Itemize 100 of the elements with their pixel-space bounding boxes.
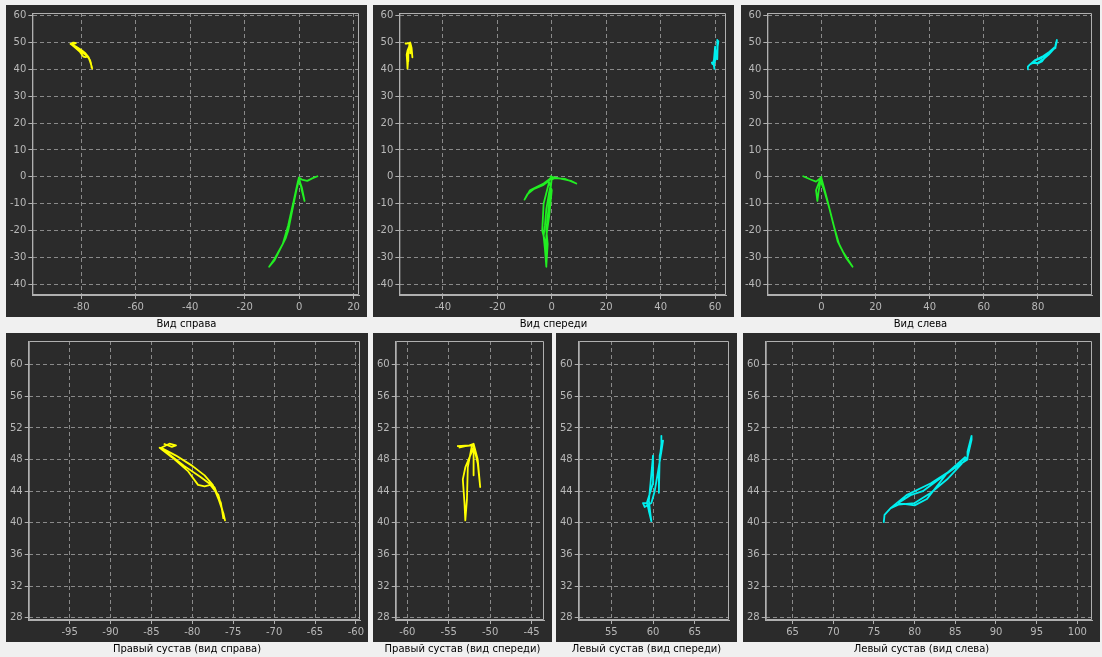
- y-tick-label: 32: [746, 579, 760, 591]
- x-tick-label: 65: [688, 625, 702, 637]
- y-tick-label: 40: [376, 516, 390, 528]
- y-tick-label: -20: [376, 224, 394, 236]
- x-tick-label: -20: [236, 300, 253, 312]
- x-tick-label: 65: [786, 625, 799, 637]
- x-tick-label: -80: [73, 300, 90, 312]
- x-tick-label: -20: [489, 300, 506, 312]
- y-tick-label: -20: [744, 224, 762, 236]
- y-tick-label: -10: [744, 197, 762, 209]
- y-tick-label: 48: [559, 453, 573, 465]
- x-tick-label: 80: [908, 625, 921, 637]
- x-tick-label: -60: [399, 625, 416, 637]
- x-tick-label: -95: [61, 625, 78, 637]
- y-tick-label: 36: [559, 547, 573, 559]
- x-tick-label: 80: [1031, 300, 1045, 312]
- x-tick-label: 0: [818, 300, 825, 312]
- y-tick-label: 44: [9, 484, 23, 496]
- y-tick-label: -30: [376, 250, 394, 262]
- x-tick-label: 20: [869, 300, 882, 312]
- y-tick-label: 40: [9, 516, 23, 528]
- y-tick-label: 52: [376, 421, 390, 433]
- y-tick-label: 40: [746, 516, 760, 528]
- x-tick-label: 0: [295, 300, 303, 312]
- x-tick-label: -70: [265, 625, 283, 637]
- x-tick-label: -45: [523, 625, 540, 637]
- y-tick-label: 32: [559, 579, 573, 591]
- x-tick-label: -85: [143, 625, 160, 637]
- x-tick-label: -75: [225, 625, 242, 637]
- x-axis-title: Левый сустав (вид слева): [852, 643, 991, 654]
- x-tick-label: 20: [599, 300, 613, 312]
- y-tick-label: -20: [9, 224, 27, 236]
- y-tick-label: 36: [746, 547, 760, 559]
- y-tick-label: 28: [376, 611, 390, 623]
- y-tick-label: -40: [376, 277, 394, 289]
- x-tick-label: 40: [923, 300, 937, 312]
- y-tick-label: 40: [380, 62, 394, 74]
- x-axis-title: Левый сустав (вид спереди): [570, 643, 723, 654]
- y-tick-label: 60: [376, 358, 390, 370]
- x-tick-label: 60: [646, 625, 660, 637]
- x-tick-label: 85: [948, 625, 962, 637]
- x-tick-label: -90: [102, 625, 119, 637]
- y-tick-label: 52: [746, 421, 760, 433]
- x-tick-label: 75: [867, 625, 881, 637]
- x-tick-label: 90: [989, 625, 1003, 637]
- y-tick-label: 44: [376, 484, 390, 496]
- y-tick-label: 60: [559, 358, 573, 370]
- x-axis-title: Правый сустав (вид справа): [111, 643, 263, 654]
- y-tick-label: 52: [559, 421, 573, 433]
- y-tick-label: 48: [746, 453, 760, 465]
- y-tick-label: 60: [380, 9, 394, 21]
- y-tick-label: 20: [380, 116, 394, 128]
- x-tick-label: -65: [306, 625, 324, 637]
- y-tick-label: 56: [9, 389, 23, 401]
- y-tick-label: 20: [748, 116, 762, 128]
- y-tick-label: -10: [376, 197, 394, 209]
- y-tick-label: 60: [748, 9, 762, 21]
- y-tick-label: 32: [9, 579, 23, 591]
- y-tick-label: 36: [376, 547, 390, 559]
- y-tick-label: 28: [9, 611, 23, 623]
- y-tick-label: 60: [13, 9, 27, 21]
- x-axis-title: Правый сустав (вид спереди): [383, 643, 542, 654]
- y-tick-label: -40: [9, 277, 27, 289]
- x-axis-title: Вид слева: [892, 318, 949, 329]
- x-tick-label: -40: [182, 300, 199, 312]
- y-tick-label: 0: [19, 170, 27, 182]
- y-tick-label: 28: [746, 611, 760, 623]
- y-tick-label: -10: [9, 197, 27, 209]
- y-tick-label: 0: [754, 170, 762, 182]
- y-tick-label: 40: [748, 62, 762, 74]
- y-tick-label: 52: [9, 421, 23, 433]
- y-tick-label: 10: [380, 143, 394, 155]
- x-tick-label: 100: [1067, 625, 1087, 637]
- x-tick-label: -80: [184, 625, 201, 637]
- y-tick-label: 28: [559, 611, 573, 623]
- y-tick-label: 10: [13, 143, 27, 155]
- x-tick-label: 60: [708, 300, 722, 312]
- x-tick-label: -40: [434, 300, 452, 312]
- x-tick-label: 70: [826, 625, 840, 637]
- x-tick-label: -60: [127, 300, 144, 312]
- x-tick-label: 55: [604, 625, 618, 637]
- y-tick-label: 60: [9, 358, 23, 370]
- y-tick-label: 50: [380, 36, 394, 48]
- x-tick-label: -60: [347, 625, 365, 637]
- y-tick-label: 40: [13, 62, 27, 74]
- y-tick-label: 50: [748, 36, 762, 48]
- y-tick-label: 30: [380, 89, 394, 101]
- x-axis-title: Вид спереди: [518, 318, 589, 329]
- y-tick-label: 36: [9, 547, 23, 559]
- y-tick-label: 56: [746, 389, 760, 401]
- y-tick-label: 48: [9, 453, 23, 465]
- x-tick-label: 20: [347, 300, 360, 312]
- y-tick-label: -30: [9, 250, 27, 262]
- y-tick-label: 50: [13, 36, 27, 48]
- y-tick-label: 56: [376, 389, 390, 401]
- y-tick-label: 20: [13, 116, 27, 128]
- x-tick-label: -55: [440, 625, 457, 637]
- x-tick-label: 60: [977, 300, 991, 312]
- y-tick-label: 32: [376, 579, 390, 591]
- y-tick-label: 40: [559, 516, 573, 528]
